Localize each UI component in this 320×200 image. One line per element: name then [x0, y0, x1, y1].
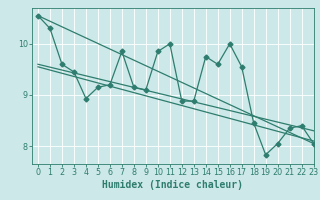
X-axis label: Humidex (Indice chaleur): Humidex (Indice chaleur) — [102, 180, 243, 190]
